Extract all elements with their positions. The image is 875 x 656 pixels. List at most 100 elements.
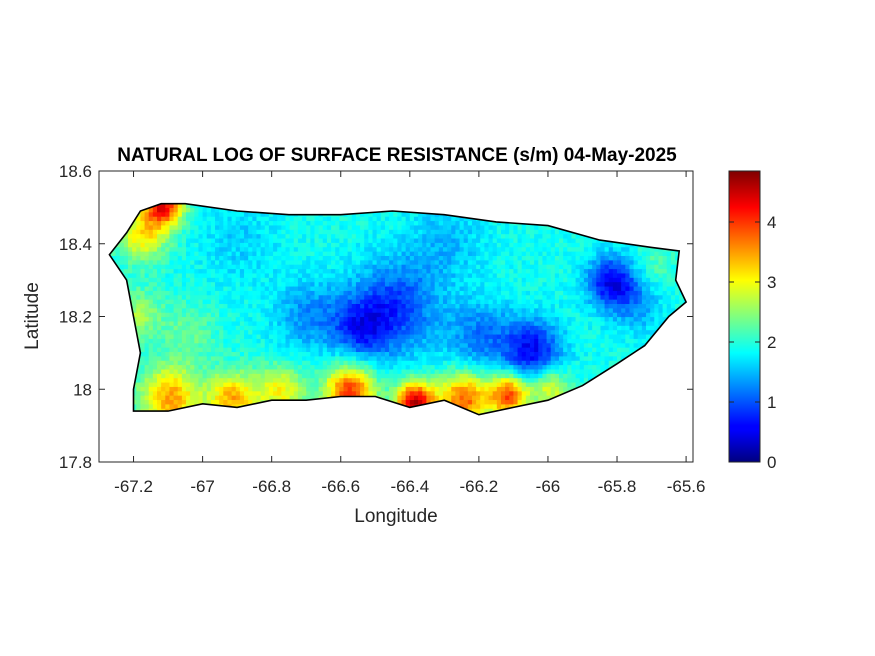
heatmap-cell <box>335 381 340 387</box>
heatmap-cell <box>331 281 336 287</box>
heatmap-cell <box>128 233 133 239</box>
heatmap-cell <box>355 325 361 331</box>
heatmap-cell <box>252 364 258 370</box>
heatmap-cell <box>260 237 266 243</box>
heatmap-cell <box>438 233 444 239</box>
heatmap-cell <box>223 360 229 366</box>
heatmap-cell <box>173 255 179 261</box>
heatmap-cell <box>376 381 382 387</box>
heatmap-cell <box>471 325 477 331</box>
heatmap-cell <box>471 333 477 339</box>
heatmap-cell <box>306 364 311 370</box>
heatmap-cell <box>215 307 220 313</box>
heatmap-cell <box>206 399 212 405</box>
heatmap-cell <box>165 403 171 409</box>
heatmap-cell <box>467 268 473 274</box>
heatmap-cell <box>471 320 477 326</box>
heatmap-cell <box>426 224 432 230</box>
heatmap-cell <box>173 216 179 222</box>
heatmap-cell <box>223 351 229 357</box>
heatmap-cell <box>368 381 374 387</box>
heatmap-cell <box>132 237 137 243</box>
heatmap-cell <box>322 264 328 270</box>
heatmap-cell <box>360 320 365 326</box>
heatmap-cell <box>227 281 233 287</box>
heatmap-cell <box>430 285 436 291</box>
heatmap-cell <box>293 242 299 248</box>
heatmap-cell <box>314 347 320 353</box>
heatmap-cell <box>252 360 258 366</box>
heatmap-cell <box>409 325 415 331</box>
heatmap-cell <box>202 272 208 278</box>
heatmap-cell <box>277 281 282 287</box>
heatmap-cell <box>405 395 411 401</box>
heatmap-cell <box>206 299 212 305</box>
heatmap-cell <box>384 386 390 392</box>
heatmap-cell <box>136 246 142 252</box>
heatmap-cell <box>144 399 150 405</box>
heatmap-cell <box>368 255 374 261</box>
heatmap-cell <box>136 220 142 226</box>
heatmap-cell <box>177 373 183 379</box>
heatmap-cell <box>384 395 390 401</box>
heatmap-cell <box>364 351 369 357</box>
heatmap-cell <box>219 264 224 270</box>
heatmap-cell <box>314 386 320 392</box>
heatmap-cell <box>306 299 311 305</box>
heatmap-cell <box>310 233 316 239</box>
heatmap-cell <box>343 347 349 353</box>
heatmap-cell <box>223 246 229 252</box>
heatmap-cell <box>268 242 274 248</box>
heatmap-cell <box>368 294 374 300</box>
heatmap-cell <box>310 338 316 344</box>
heatmap-cell <box>289 246 295 252</box>
heatmap-cell <box>434 325 440 331</box>
heatmap-cell <box>173 333 179 339</box>
heatmap-cell <box>181 264 187 270</box>
heatmap-cell <box>198 272 204 278</box>
heatmap-cell <box>177 399 183 405</box>
heatmap-cell <box>314 368 320 374</box>
heatmap-cell <box>389 220 394 226</box>
heatmap-cell <box>364 299 369 305</box>
heatmap-cell <box>364 381 369 387</box>
heatmap-cell <box>268 351 274 357</box>
heatmap-cell <box>413 377 419 383</box>
heatmap-cell <box>273 377 278 383</box>
heatmap-cell <box>372 307 378 313</box>
heatmap-cell <box>418 299 423 305</box>
heatmap-cell <box>227 272 233 278</box>
heatmap-cell <box>331 377 336 383</box>
heatmap-cell <box>289 220 295 226</box>
heatmap-cell <box>223 277 229 283</box>
heatmap-cell <box>314 264 320 270</box>
heatmap-cell <box>351 281 357 287</box>
heatmap-cell <box>206 242 212 248</box>
heatmap-cell <box>223 381 229 387</box>
heatmap-cell <box>339 381 345 387</box>
heatmap-cell <box>368 211 374 217</box>
heatmap-cell <box>244 395 249 401</box>
heatmap-cell <box>293 320 299 326</box>
heatmap-cell <box>430 381 436 387</box>
heatmap-cell <box>306 229 311 235</box>
heatmap-cell <box>376 312 382 318</box>
heatmap-cell <box>368 299 374 305</box>
heatmap-cell <box>206 281 212 287</box>
heatmap-cell <box>161 237 166 243</box>
heatmap-cell <box>215 216 220 222</box>
heatmap-cell <box>310 307 316 313</box>
heatmap-cell <box>190 368 195 374</box>
heatmap-cell <box>455 390 461 396</box>
heatmap-cell <box>119 264 125 270</box>
heatmap-cell <box>161 316 166 322</box>
heatmap-cell <box>372 229 378 235</box>
heatmap-cell <box>434 281 440 287</box>
heatmap-cell <box>331 290 336 296</box>
heatmap-cell <box>405 259 411 265</box>
heatmap-cell <box>397 342 403 348</box>
heatmap-cell <box>347 333 353 339</box>
heatmap-cell <box>430 268 436 274</box>
heatmap-cell <box>293 224 299 230</box>
heatmap-cell <box>177 333 183 339</box>
